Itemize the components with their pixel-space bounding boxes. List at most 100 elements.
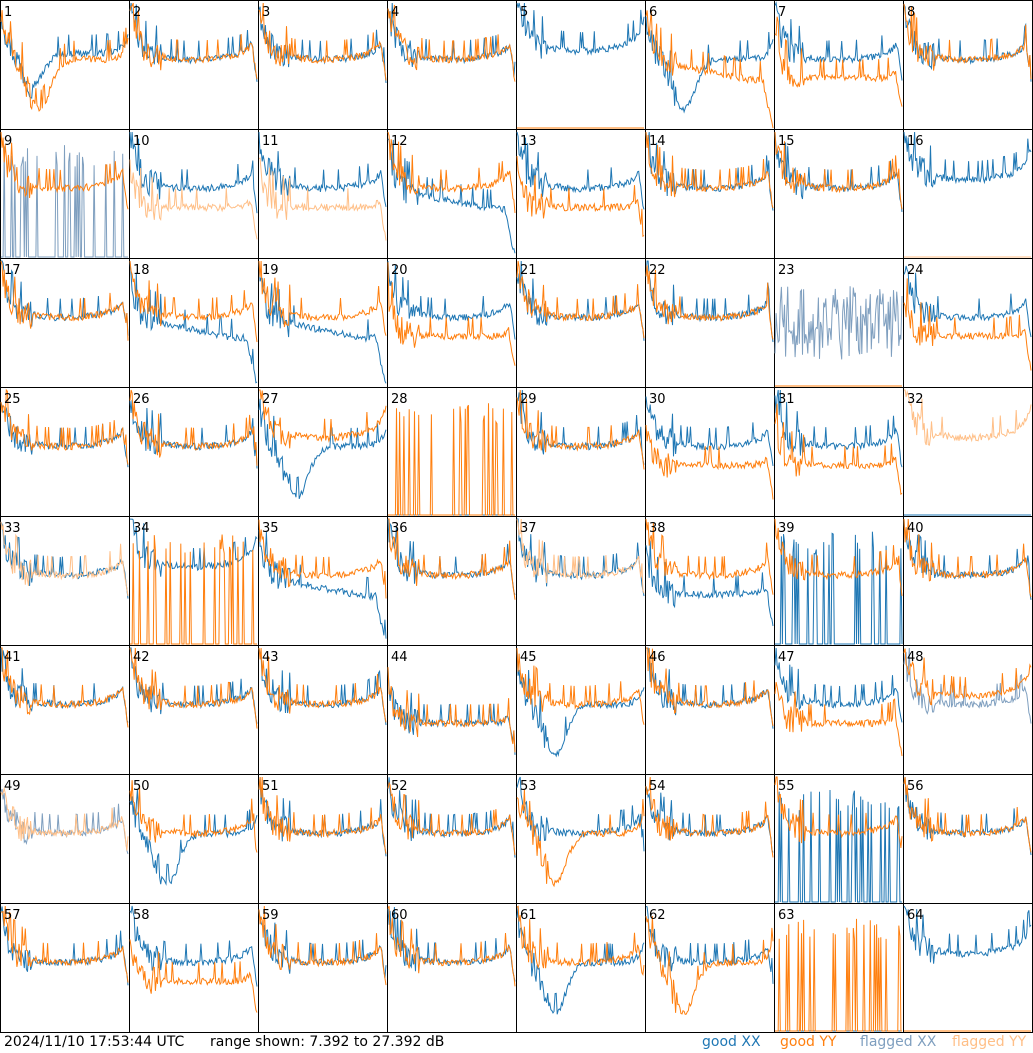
series-xx-line — [516, 131, 645, 210]
panel-43: 43 — [258, 645, 388, 775]
panel-frame — [387, 774, 517, 904]
panel-frame — [903, 774, 1033, 904]
series-yy-line — [903, 278, 1032, 371]
panel-frame — [129, 903, 259, 1033]
panel-4: 4 — [387, 0, 517, 130]
panel-37: 37 — [516, 516, 646, 646]
panel-8: 8 — [903, 0, 1033, 130]
panel-frame — [129, 774, 259, 904]
series-yy-line — [388, 403, 515, 516]
series-yy-line — [129, 780, 258, 853]
panel-label: 16 — [907, 134, 924, 149]
panel-label: 35 — [262, 521, 279, 536]
panel-frame — [516, 645, 646, 775]
series-yy-line — [903, 777, 1032, 853]
series-yy-line — [516, 389, 645, 470]
panel-frame — [903, 0, 1033, 130]
panel-label: 54 — [649, 779, 666, 794]
panel-label: 19 — [262, 263, 279, 278]
series-xx-line — [129, 518, 258, 577]
series-yy-line — [1, 647, 129, 728]
panel-59: 59 — [258, 903, 388, 1033]
panel-label: 26 — [133, 392, 150, 407]
series-yy-line — [904, 389, 1032, 446]
panel-frame — [0, 516, 130, 646]
panel-10: 10 — [129, 129, 259, 259]
panel-44: 44 — [387, 645, 517, 775]
series-xx-line — [1, 145, 128, 258]
series-xx-line — [903, 647, 1032, 724]
series-yy-line — [774, 16, 903, 107]
panel-label: 7 — [778, 5, 786, 20]
panel-frame — [0, 387, 130, 517]
panel-frame — [903, 387, 1033, 517]
panel-58: 58 — [129, 903, 259, 1033]
panel-label: 33 — [4, 521, 21, 536]
series-yy-line — [645, 518, 774, 595]
series-yy-line — [516, 647, 645, 725]
panel-5: 5 — [516, 0, 646, 130]
series-xx-line — [775, 789, 902, 903]
series-yy-line — [775, 918, 902, 1032]
panel-frame — [129, 0, 259, 130]
series-yy-line — [0, 388, 129, 465]
panel-frame — [516, 387, 646, 517]
series-yy-line — [258, 2, 387, 81]
panel-3: 3 — [258, 0, 388, 130]
series-xx-line — [129, 261, 258, 384]
panel-40: 40 — [903, 516, 1033, 646]
panel-label: 14 — [649, 134, 666, 149]
panel-frame — [258, 129, 388, 259]
series-yy-line — [0, 905, 129, 983]
panel-label: 5 — [520, 5, 528, 20]
panel-label: 18 — [133, 263, 150, 278]
panel-frame — [387, 258, 517, 388]
series-yy-line — [645, 131, 774, 209]
panel-label: 27 — [262, 392, 279, 407]
series-xx-line — [516, 2, 645, 59]
panel-frame — [387, 0, 517, 130]
panel-18: 18 — [129, 258, 259, 388]
panel-label: 49 — [4, 779, 21, 794]
series-yy-line — [388, 518, 516, 600]
panel-38: 38 — [645, 516, 775, 646]
series-yy-line — [130, 534, 257, 645]
panel-frame — [645, 387, 775, 517]
series-xx-line — [387, 2, 516, 77]
panel-label: 30 — [649, 392, 666, 407]
panel-label: 15 — [778, 134, 795, 149]
series-yy-line — [903, 518, 1032, 598]
panel-label: 9 — [4, 134, 12, 149]
series-yy-line — [387, 667, 516, 753]
panel-frame — [129, 129, 259, 259]
panel-35: 35 — [258, 516, 388, 646]
timestamp-text: 2024/11/10 17:53:44 UTC — [4, 1034, 185, 1050]
panel-label: 13 — [520, 134, 537, 149]
series-yy-line — [0, 131, 129, 210]
series-yy-line — [258, 776, 387, 854]
series-xx-line — [645, 16, 774, 114]
series-yy-line — [774, 681, 903, 757]
panel-frame — [516, 0, 646, 130]
panel-frame — [903, 129, 1033, 259]
panel-11: 11 — [258, 129, 388, 259]
panel-label: 38 — [649, 521, 666, 536]
series-xx-line — [516, 776, 645, 852]
series-yy-line — [387, 905, 516, 987]
panel-47: 47 — [774, 645, 904, 775]
panel-label: 41 — [4, 650, 21, 665]
panel-48: 48 — [903, 645, 1033, 775]
panel-62: 62 — [645, 903, 775, 1033]
series-yy-line — [903, 3, 1032, 80]
series-xx-line — [258, 260, 387, 384]
panel-53: 53 — [516, 774, 646, 904]
panel-label: 8 — [907, 5, 915, 20]
panel-label: 23 — [778, 263, 795, 278]
panel-label: 43 — [262, 650, 279, 665]
series-yy-line — [387, 781, 516, 856]
panel-label: 42 — [133, 650, 150, 665]
legend-flagged-yy: flagged YY — [952, 1034, 1027, 1050]
panel-41: 41 — [0, 645, 130, 775]
series-xx-line — [645, 396, 774, 466]
series-yy-line — [259, 389, 387, 449]
